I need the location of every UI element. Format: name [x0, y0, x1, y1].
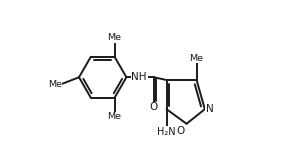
Text: O: O — [150, 102, 158, 112]
Text: Me: Me — [107, 33, 122, 42]
Text: Me: Me — [48, 80, 62, 89]
Text: Me: Me — [190, 54, 204, 63]
Text: NH: NH — [131, 72, 147, 82]
Text: Me: Me — [107, 112, 122, 121]
Text: N: N — [206, 104, 213, 114]
Text: O: O — [177, 126, 185, 136]
Text: H₂N: H₂N — [157, 127, 176, 137]
